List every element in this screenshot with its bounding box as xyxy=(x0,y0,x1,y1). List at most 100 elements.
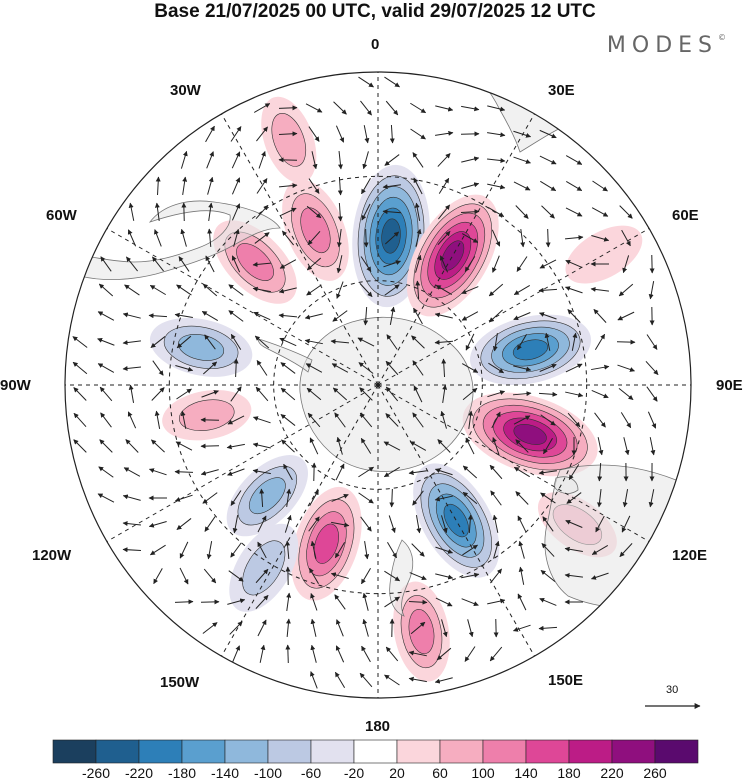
lon-label-0: 0 xyxy=(371,36,380,53)
wind-arrow xyxy=(436,647,452,661)
wind-arrow xyxy=(415,280,421,300)
wind-arrow xyxy=(461,233,479,243)
wind-arrow xyxy=(307,230,321,246)
lon-label-120w: 120W xyxy=(32,547,72,564)
colorbar-swatch xyxy=(568,739,613,764)
wind-arrow xyxy=(464,646,476,662)
wind-arrow xyxy=(253,311,271,321)
wind-arrow xyxy=(281,230,295,246)
wind-arrow xyxy=(306,284,322,296)
wind-arrow xyxy=(487,390,506,398)
wind-arrow xyxy=(513,181,531,191)
wind-arrow xyxy=(487,132,506,138)
wind-arrow xyxy=(230,333,242,350)
lon-label-90e: 90E xyxy=(716,377,743,394)
wind-arrow xyxy=(620,412,632,429)
wind-arrow xyxy=(385,100,399,116)
wind-arrow xyxy=(337,176,343,196)
wind-arrow xyxy=(461,182,480,189)
wind-arrow xyxy=(382,184,401,190)
chart-title: Base 21/07/2025 00 UTC, valid 29/07/2025… xyxy=(154,1,596,22)
wind-arrow xyxy=(336,281,344,299)
wind-arrow xyxy=(149,284,166,296)
wind-arrow xyxy=(231,255,241,273)
wind-arrow xyxy=(487,105,506,112)
wind-arrow xyxy=(127,229,137,247)
wind-arrow xyxy=(384,674,400,686)
wind-arrow xyxy=(255,204,269,220)
wind-arrow xyxy=(175,441,193,451)
wind-arrow xyxy=(179,541,189,559)
wind-arrow xyxy=(229,621,243,635)
wind-arrow xyxy=(415,254,422,273)
wind-arrow xyxy=(176,335,192,349)
wind-arrow xyxy=(490,568,502,584)
wind-arrow xyxy=(617,311,635,321)
wind-arrow xyxy=(492,514,499,533)
anomaly-low-7 xyxy=(229,523,299,612)
wind-arrow xyxy=(488,283,504,297)
wind-arrow xyxy=(464,256,476,273)
wind-arrow xyxy=(122,494,141,501)
wind-arrow xyxy=(361,645,371,663)
wind-arrow xyxy=(520,229,526,248)
wind-arrow xyxy=(336,619,344,637)
wind-arrow xyxy=(383,441,401,451)
wind-arrow xyxy=(279,207,297,217)
wind-arrow xyxy=(330,572,349,579)
wind-arrow xyxy=(649,437,656,456)
colorbar-tick-label: -220 xyxy=(124,765,154,781)
anomaly-contour xyxy=(441,240,465,271)
wind-arrow xyxy=(359,412,373,428)
wind-arrow xyxy=(539,312,557,320)
wind-arrow xyxy=(309,489,319,507)
wind-arrow xyxy=(434,339,454,345)
wind-arrow xyxy=(174,469,194,475)
wind-arrow xyxy=(539,597,557,606)
wind-arrow xyxy=(410,128,426,140)
wind-arrow xyxy=(257,515,267,533)
wind-arrow xyxy=(384,231,400,245)
wind-arrow xyxy=(648,281,655,300)
wind-arrow xyxy=(308,516,320,532)
anomaly-contour xyxy=(513,423,547,445)
wind-arrow xyxy=(128,202,135,221)
wind-arrow xyxy=(621,515,631,533)
wind-arrow xyxy=(645,361,659,376)
wind-arrow xyxy=(201,390,219,398)
anomaly-high-11 xyxy=(282,179,349,281)
wind-arrow xyxy=(566,492,582,504)
wind-arrow xyxy=(410,102,427,114)
wind-arrow xyxy=(257,541,267,559)
wind-arrow xyxy=(412,360,424,376)
wind-arrow xyxy=(150,336,166,348)
wind-arrow xyxy=(411,335,425,349)
colorbar-tick-label: -60 xyxy=(300,765,322,781)
wind-arrow xyxy=(176,284,192,296)
colorbar-tick-label: -260 xyxy=(81,765,111,781)
lon-label-150e: 150E xyxy=(548,672,584,689)
wind-arrow xyxy=(565,519,583,528)
wind-arrow xyxy=(151,439,165,453)
wind-arrow xyxy=(434,312,453,319)
colorbar-tick-label: -180 xyxy=(167,765,197,781)
wind-arrow xyxy=(99,386,113,402)
anomaly-high-12 xyxy=(261,96,317,184)
wind-arrow xyxy=(100,256,112,272)
wind-arrow xyxy=(618,283,634,297)
lon-label-30e: 30E xyxy=(548,82,575,99)
wind-arrow xyxy=(230,386,242,402)
wind-arrow xyxy=(252,416,271,424)
wind-arrow xyxy=(489,646,503,662)
wind-arrow xyxy=(336,229,342,248)
wind-arrow xyxy=(435,105,454,112)
wind-arrow xyxy=(306,257,322,271)
colorbar-swatch xyxy=(482,739,527,764)
wind-arrow xyxy=(590,572,609,580)
wind-arrow xyxy=(468,410,474,429)
wind-arrow xyxy=(540,492,556,504)
wind-arrow xyxy=(279,337,297,347)
wind-arrow xyxy=(226,443,245,450)
wind-arrow xyxy=(461,598,479,606)
wind-arrow xyxy=(202,492,218,504)
